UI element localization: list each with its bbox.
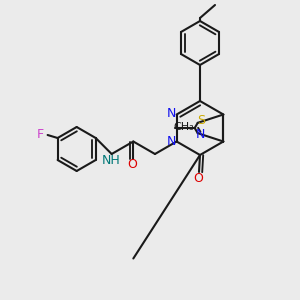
Text: NH: NH	[101, 154, 120, 167]
Text: N: N	[167, 135, 176, 148]
Text: S: S	[197, 114, 205, 127]
Text: N: N	[196, 128, 206, 141]
Text: CH₃: CH₃	[173, 122, 194, 132]
Text: O: O	[128, 158, 137, 171]
Text: F: F	[37, 128, 44, 140]
Text: O: O	[193, 172, 203, 184]
Text: N: N	[167, 107, 176, 120]
